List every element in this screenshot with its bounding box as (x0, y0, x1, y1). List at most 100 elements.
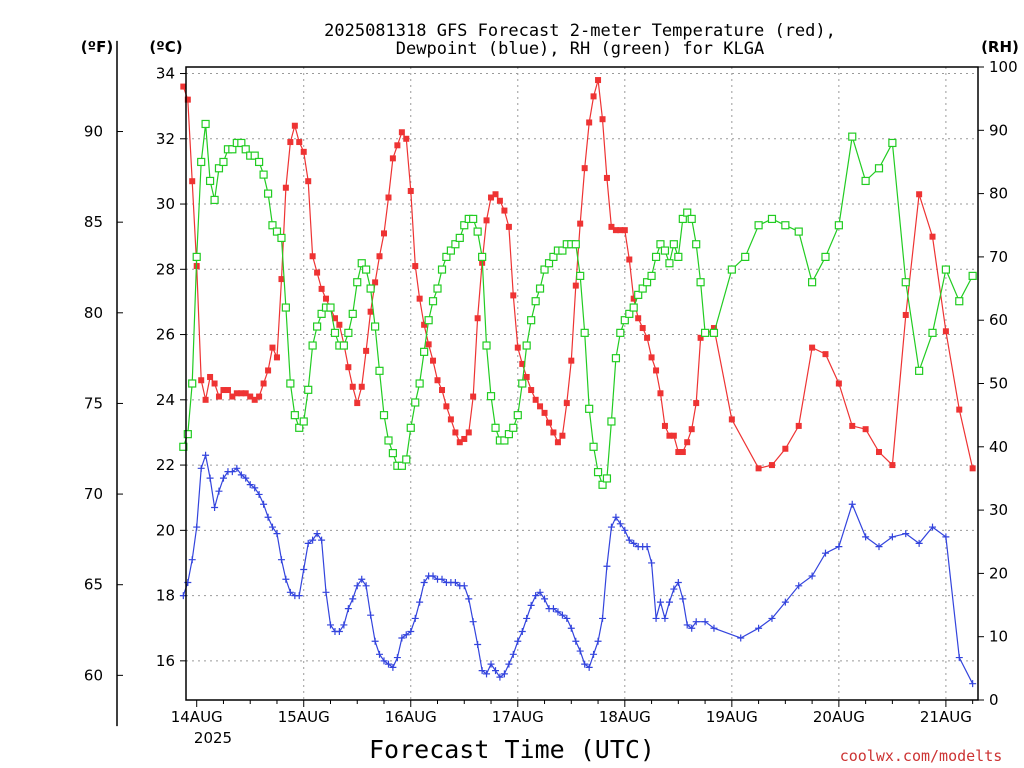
fahrenheit-tick-label: 85 (84, 213, 103, 231)
dewpoint-point (929, 523, 937, 531)
rh-point (687, 214, 696, 224)
temperature-point (496, 197, 503, 204)
rh-point (228, 145, 237, 154)
rh-point (808, 278, 817, 287)
dewpoint-point (246, 481, 254, 489)
rh-point (794, 227, 803, 236)
dewpoint-point (509, 650, 517, 658)
dewpoint-point (737, 634, 745, 642)
temperature-point (782, 445, 789, 452)
rh-point (442, 252, 451, 261)
celsius-tick-label: 32 (156, 130, 175, 148)
dewpoint-point (340, 621, 348, 629)
rh-point (406, 423, 415, 432)
temperature-point (273, 354, 280, 361)
temperature-point (902, 311, 909, 318)
rh-point (205, 176, 215, 186)
temperature-point (265, 367, 272, 374)
dewpoint-point (612, 513, 620, 521)
series-rh (179, 119, 977, 489)
rh-point (692, 240, 701, 249)
temperature-point (461, 435, 468, 442)
rh-point (268, 221, 277, 230)
rh-point (388, 449, 397, 458)
dewpoint-point (389, 663, 397, 671)
temperature-point (488, 194, 495, 201)
rh-point (451, 240, 460, 249)
dewpoint-point (438, 575, 446, 583)
rh-point (861, 176, 870, 186)
rh-point (317, 309, 326, 318)
temperature-point (385, 194, 392, 201)
fahrenheit-unit-label: (ºF) (81, 38, 113, 56)
rh-point (558, 246, 567, 255)
dewpoint-point (768, 614, 776, 622)
dewpoint-point (594, 637, 602, 645)
rh-point (602, 474, 612, 483)
rh-point (371, 322, 380, 331)
temperature-point (256, 393, 263, 400)
rh-tick-label: 60 (989, 311, 1008, 329)
rh-point (214, 164, 224, 173)
temperature-point (198, 377, 205, 384)
rh-point (460, 221, 469, 230)
temperature-point (318, 285, 325, 292)
dewpoint-point (688, 624, 696, 632)
rh-point (620, 316, 629, 325)
temperature-point (421, 321, 428, 328)
rh-axis: 0 10 20 30 40 50 60 70 80 90 100 (978, 58, 1018, 709)
temperature-point (474, 315, 481, 322)
fahrenheit-axis: 60 65 70 75 80 85 90 (84, 40, 123, 727)
rh-tick-label: 10 (989, 628, 1008, 646)
dewpoint-point (206, 474, 214, 482)
rh-point (304, 385, 313, 394)
temperature-point (381, 230, 387, 237)
rh-point (295, 423, 304, 432)
rh-point (616, 328, 625, 337)
temperature-point (251, 396, 258, 403)
dewpoint-point (380, 657, 388, 665)
rh-point (674, 252, 683, 261)
dewpoint-point (527, 601, 535, 609)
dewpoint-point (197, 464, 205, 472)
rh-point (727, 265, 736, 274)
x-tick-label: 18AUG (599, 708, 651, 726)
temperature-point (220, 387, 227, 394)
rh-point (540, 265, 549, 274)
temperature-point (505, 223, 512, 230)
rh-point (241, 145, 250, 154)
temperature-point (835, 380, 842, 387)
dewpoint-point (349, 595, 357, 603)
rh-point (192, 252, 201, 261)
dewpoint-point (915, 539, 923, 547)
rh-point (428, 297, 438, 306)
temperature-point (537, 403, 544, 410)
rh-point (848, 132, 857, 141)
dewpoint-point (532, 592, 540, 600)
fahrenheit-tick-label: 75 (84, 394, 103, 412)
temperature-point (586, 119, 593, 126)
dewpoint-point (888, 533, 896, 541)
temperature-point (211, 380, 218, 387)
temperature-point (621, 227, 628, 234)
dewpoint-point (277, 556, 285, 564)
dewpoint-point (616, 520, 624, 528)
temperature-point (287, 139, 294, 146)
dewpoint-point (420, 579, 428, 587)
temperature-point (956, 406, 963, 413)
temperature-point (394, 142, 401, 149)
temperature-point (590, 93, 597, 100)
temperature-point (322, 295, 329, 302)
temperature-point (519, 360, 526, 367)
rh-point (696, 278, 705, 287)
temperature-point (189, 178, 196, 185)
temperature-point (550, 429, 557, 436)
plot-frame (185, 66, 979, 701)
temperature-point (648, 354, 655, 361)
rh-point (638, 284, 647, 293)
credit-text: coolwx.com/modelts (840, 747, 1003, 765)
temperature-point (430, 357, 437, 364)
dewpoint-point (576, 647, 584, 655)
dewpoint-point (585, 663, 593, 671)
rh-point (313, 322, 322, 331)
